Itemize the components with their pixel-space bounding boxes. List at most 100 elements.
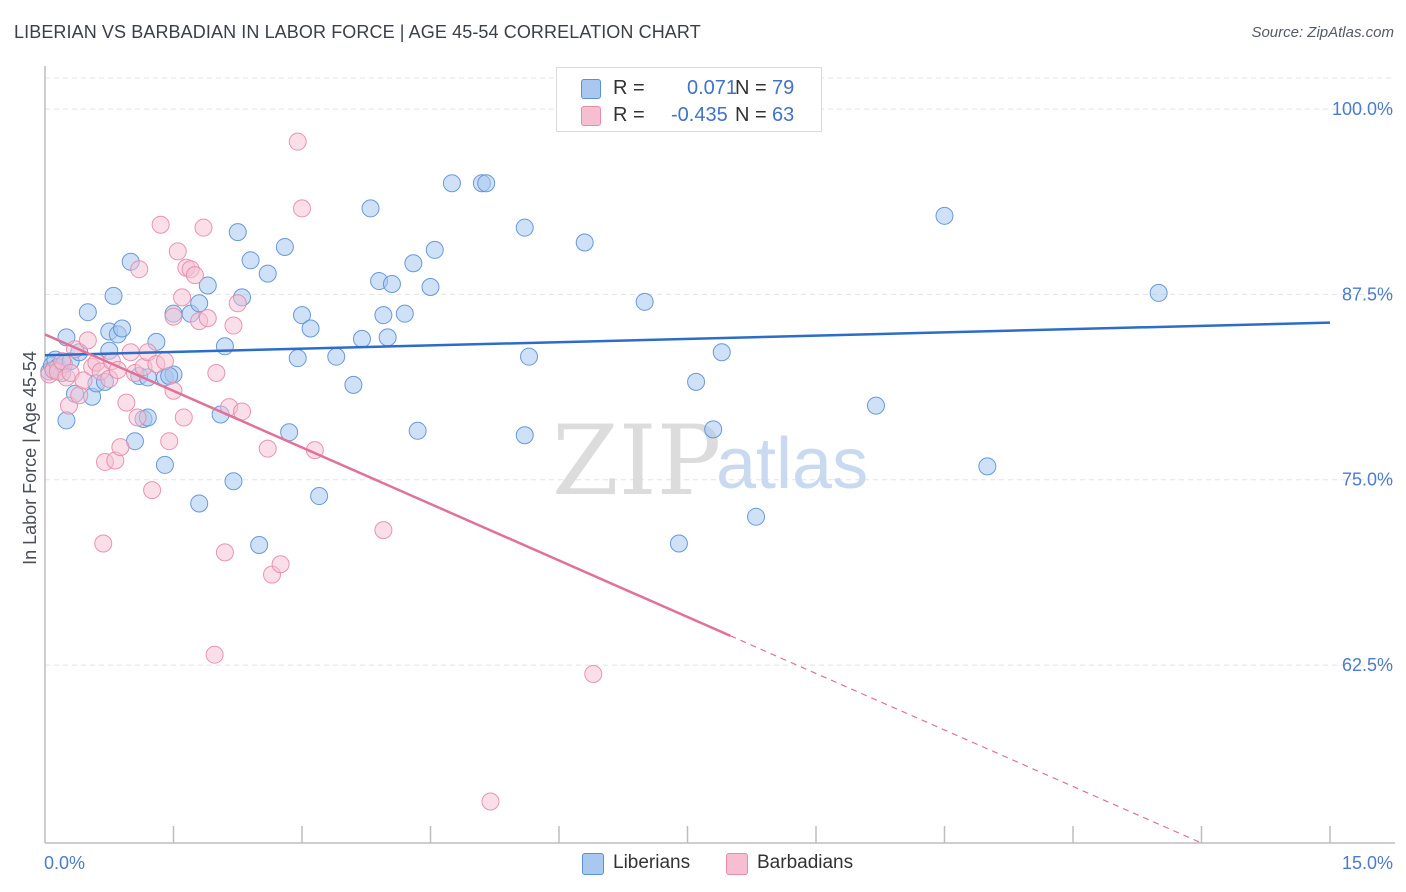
barbadians-point (128, 408, 147, 427)
barbadians-point (70, 386, 89, 405)
barbadians-point (194, 218, 213, 237)
barbadians-point (224, 316, 243, 335)
barbadians-point (74, 371, 93, 390)
liberians-point (442, 174, 461, 193)
barbadians-point (78, 331, 97, 350)
barbadians-point (164, 307, 183, 326)
barbadians-point (198, 309, 217, 328)
legend-r-label: R = (613, 104, 645, 126)
liberians-point (935, 206, 954, 225)
watermark-atlas: atlas (716, 424, 868, 504)
barbadians-point (185, 266, 204, 285)
liberians-point (104, 286, 123, 305)
liberians-point (575, 233, 594, 252)
barbadians-point (584, 664, 603, 683)
liberians-point (198, 276, 217, 295)
barbadians-point (293, 199, 311, 218)
axes (44, 66, 1395, 844)
barbadians-point (215, 543, 234, 562)
barbadians-point (174, 408, 193, 427)
liberians-point (425, 240, 444, 259)
bottom-legend-barbadians: Barbadians (726, 852, 876, 876)
liberians-point (395, 304, 414, 323)
legend-n-label: N = (735, 104, 767, 126)
legend-r-label: R = (613, 77, 645, 99)
legend-n-label: N = (735, 77, 767, 99)
liberians-point (190, 494, 209, 513)
barbadians-point (151, 215, 170, 234)
legend-swatch-barbadians (581, 106, 601, 126)
liberians-point (374, 306, 393, 325)
legend-r-value: 0.071 (687, 77, 738, 99)
liberians-point (113, 319, 132, 338)
barbadians-point (207, 363, 226, 382)
liberians-point (515, 426, 534, 445)
liberians-point (228, 223, 247, 242)
liberians-point (57, 411, 76, 430)
liberians-point (1149, 283, 1168, 302)
y-tick-label: 87.5% (1342, 284, 1393, 304)
x-tick-label-max: 15.0% (1342, 853, 1393, 873)
y-tick-labels: 62.5% 75.0% 87.5% 100.0% (1332, 99, 1393, 675)
liberians-swatch (582, 853, 604, 875)
liberians-point (404, 254, 423, 273)
liberians-point (288, 349, 307, 368)
liberians-point (477, 174, 496, 193)
legend-n-value: 63 (772, 104, 795, 126)
watermark-zip: ZIP (552, 405, 721, 517)
liberians-point (408, 421, 427, 440)
liberians-point (241, 251, 260, 270)
barbadians-point (258, 439, 277, 458)
liberians-point (344, 375, 363, 394)
barbadians-point (94, 534, 113, 553)
liberians-point (275, 237, 294, 256)
liberians-point (520, 347, 539, 366)
liberians-point (301, 319, 320, 338)
liberians-point (704, 420, 723, 439)
liberians-point (687, 372, 706, 391)
barbadians-trend-extension (730, 635, 1202, 844)
liberians-point (190, 294, 209, 313)
barbadians-label: Barbadians (757, 852, 854, 873)
barbadians-point (155, 352, 174, 371)
barbadians-point (173, 288, 192, 307)
grid-lines (45, 77, 1395, 666)
barbadians-point (374, 521, 393, 540)
barbadians-point (160, 432, 179, 451)
liberians-point (78, 303, 97, 322)
liberians-point (978, 457, 997, 476)
liberians-trend-line (44, 321, 1331, 357)
liberians-point (250, 535, 269, 554)
y-tick-label: 75.0% (1342, 470, 1393, 490)
bottom-legend-liberians: Liberians (582, 852, 712, 876)
barbadians-trend-line (44, 333, 731, 637)
x-tick-labels: 0.0% 15.0% (44, 853, 1393, 873)
liberians-point (382, 275, 401, 294)
barbadians-point (168, 242, 187, 261)
liberians-point (293, 306, 311, 325)
barbadians-swatch (726, 853, 748, 875)
liberians-point (224, 472, 243, 491)
barbadians-point (205, 645, 224, 664)
barbadians-point (228, 294, 247, 313)
legend-r-value: -0.435 (671, 104, 728, 126)
liberians-point (669, 534, 688, 553)
liberians-point (866, 396, 885, 415)
trend-lines (44, 321, 1331, 844)
liberians-point (327, 347, 346, 366)
barbadians-points (40, 132, 603, 811)
y-axis-label: In Labor Force | Age 45-54 (20, 351, 40, 565)
barbadians-point (143, 481, 162, 500)
barbadians-point (130, 260, 149, 279)
liberians-label: Liberians (613, 852, 691, 873)
liberians-point (747, 507, 766, 526)
liberians-point (378, 328, 397, 347)
y-tick-label: 100.0% (1332, 99, 1393, 119)
liberians-point (155, 455, 174, 474)
barbadians-point (288, 132, 307, 151)
legend-n-value: 79 (772, 77, 795, 99)
liberians-point (160, 366, 179, 385)
liberians-point (635, 292, 654, 311)
liberians-point (712, 343, 731, 362)
